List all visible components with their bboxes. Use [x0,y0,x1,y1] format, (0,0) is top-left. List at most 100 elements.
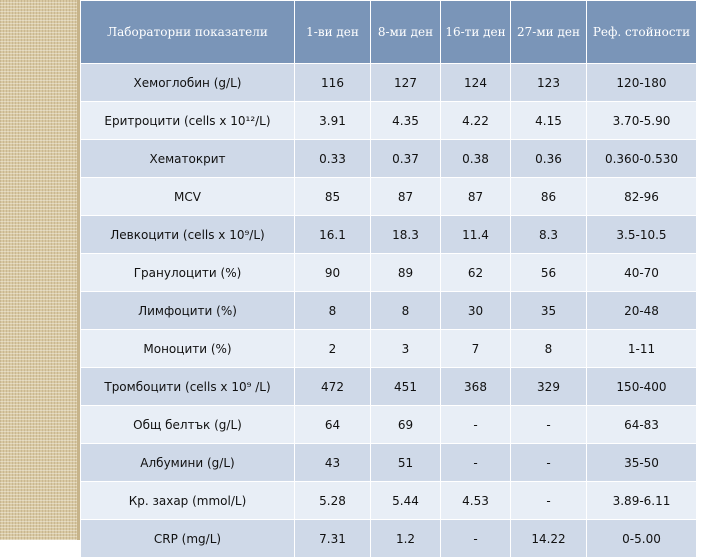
cell-day-16: 4.53 [440,481,511,520]
cell-day-27: 123 [510,63,587,102]
cell-day-27: 0.36 [510,139,587,178]
cell-day-1: 3.91 [294,101,371,140]
table-row: Кр. захар (mmol/L) 5.28 5.44 4.53 - 3.89… [80,481,697,520]
cell-day-8: 87 [370,177,441,216]
cell-day-8: 8 [370,291,441,330]
cell-day-8: 69 [370,405,441,444]
cell-day-16: 368 [440,367,511,406]
header-day-27: 27-ми ден [510,0,587,64]
table-row: Хемоглобин (g/L) 116 127 124 123 120-180 [80,63,697,102]
cell-day-1: 64 [294,405,371,444]
cell-day-16: 4.22 [440,101,511,140]
table-row: MCV 85 87 87 86 82-96 [80,177,697,216]
cell-day-8: 451 [370,367,441,406]
cell-day-8: 127 [370,63,441,102]
cell-day-1: 16.1 [294,215,371,254]
cell-day-27: 4.15 [510,101,587,140]
cell-day-16: 87 [440,177,511,216]
row-label: Хематокрит [80,139,295,178]
cell-reference: 64-83 [586,405,697,444]
cell-day-16: 30 [440,291,511,330]
cell-day-27: - [510,405,587,444]
cell-day-1: 85 [294,177,371,216]
header-lab-parameter: Лабораторни показатели [80,0,295,64]
cell-day-8: 5.44 [370,481,441,520]
table-row: Общ белтък (g/L) 64 69 - - 64-83 [80,405,697,444]
cell-day-16: 62 [440,253,511,292]
cell-day-16: 7 [440,329,511,368]
row-label: Тромбоцити (cells x 10⁹ /L) [80,367,295,406]
cell-reference: 0-5.00 [586,519,697,558]
row-label: CRP (mg/L) [80,519,295,558]
cell-day-8: 0.37 [370,139,441,178]
cell-day-27: - [510,443,587,482]
table-row: Тромбоцити (cells x 10⁹ /L) 472 451 368 … [80,367,697,406]
table-row: Еритроцити (cells x 10¹²/L) 3.91 4.35 4.… [80,101,697,140]
header-day-8: 8-ми ден [370,0,441,64]
cell-day-27: 8 [510,329,587,368]
row-label: Лимфоцити (%) [80,291,295,330]
cell-reference: 120-180 [586,63,697,102]
row-label: Еритроцити (cells x 10¹²/L) [80,101,295,140]
table-row: CRP (mg/L) 7.31 1.2 - 14.22 0-5.00 [80,519,697,558]
cell-day-1: 2 [294,329,371,368]
cell-day-16: - [440,519,511,558]
table-row: Гранулоцити (%) 90 89 62 56 40-70 [80,253,697,292]
row-label: Гранулоцити (%) [80,253,295,292]
cell-reference: 3.5-10.5 [586,215,697,254]
table-row: Хематокрит 0.33 0.37 0.38 0.36 0.360-0.5… [80,139,697,178]
cell-day-27: 56 [510,253,587,292]
header-reference-values: Реф. стойности [586,0,697,64]
cell-day-1: 0.33 [294,139,371,178]
cell-reference: 40-70 [586,253,697,292]
lab-results-table-container: Лабораторни показатели 1-ви ден 8-ми ден… [80,0,697,558]
cell-day-16: - [440,405,511,444]
table-row: Лимфоцити (%) 8 8 30 35 20-48 [80,291,697,330]
cell-reference: 82-96 [586,177,697,216]
cell-day-16: 11.4 [440,215,511,254]
cell-day-1: 8 [294,291,371,330]
table-header-row: Лабораторни показатели 1-ви ден 8-ми ден… [80,0,697,64]
cell-day-1: 472 [294,367,371,406]
cell-day-1: 116 [294,63,371,102]
sidebar-edge [77,0,80,540]
lab-results-table: Лабораторни показатели 1-ви ден 8-ми ден… [80,0,697,558]
cell-reference: 0.360-0.530 [586,139,697,178]
cell-day-8: 3 [370,329,441,368]
row-label: Моноцити (%) [80,329,295,368]
cell-day-8: 51 [370,443,441,482]
cell-day-1: 7.31 [294,519,371,558]
cell-reference: 1-11 [586,329,697,368]
table-row: Левкоцити (cells x 10⁹/L) 16.1 18.3 11.4… [80,215,697,254]
cell-reference: 20-48 [586,291,697,330]
cell-day-8: 18.3 [370,215,441,254]
cell-reference: 150-400 [586,367,697,406]
cell-day-8: 89 [370,253,441,292]
row-label: Общ белтък (g/L) [80,405,295,444]
cell-reference: 3.70-5.90 [586,101,697,140]
cell-day-16: 124 [440,63,511,102]
cell-day-27: - [510,481,587,520]
cell-day-16: - [440,443,511,482]
row-label: MCV [80,177,295,216]
table-row: Албумини (g/L) 43 51 - - 35-50 [80,443,697,482]
cell-day-27: 35 [510,291,587,330]
row-label: Хемоглобин (g/L) [80,63,295,102]
cell-day-1: 5.28 [294,481,371,520]
row-label: Кр. захар (mmol/L) [80,481,295,520]
cell-day-27: 86 [510,177,587,216]
cell-day-27: 14.22 [510,519,587,558]
header-day-16: 16-ти ден [440,0,511,64]
cell-day-27: 8.3 [510,215,587,254]
cell-reference: 3.89-6.11 [586,481,697,520]
table-row: Моноцити (%) 2 3 7 8 1-11 [80,329,697,368]
cell-day-1: 43 [294,443,371,482]
decorative-sidebar [0,0,80,540]
cell-day-16: 0.38 [440,139,511,178]
cell-day-8: 4.35 [370,101,441,140]
row-label: Албумини (g/L) [80,443,295,482]
header-day-1: 1-ви ден [294,0,371,64]
row-label: Левкоцити (cells x 10⁹/L) [80,215,295,254]
cell-day-8: 1.2 [370,519,441,558]
cell-day-27: 329 [510,367,587,406]
